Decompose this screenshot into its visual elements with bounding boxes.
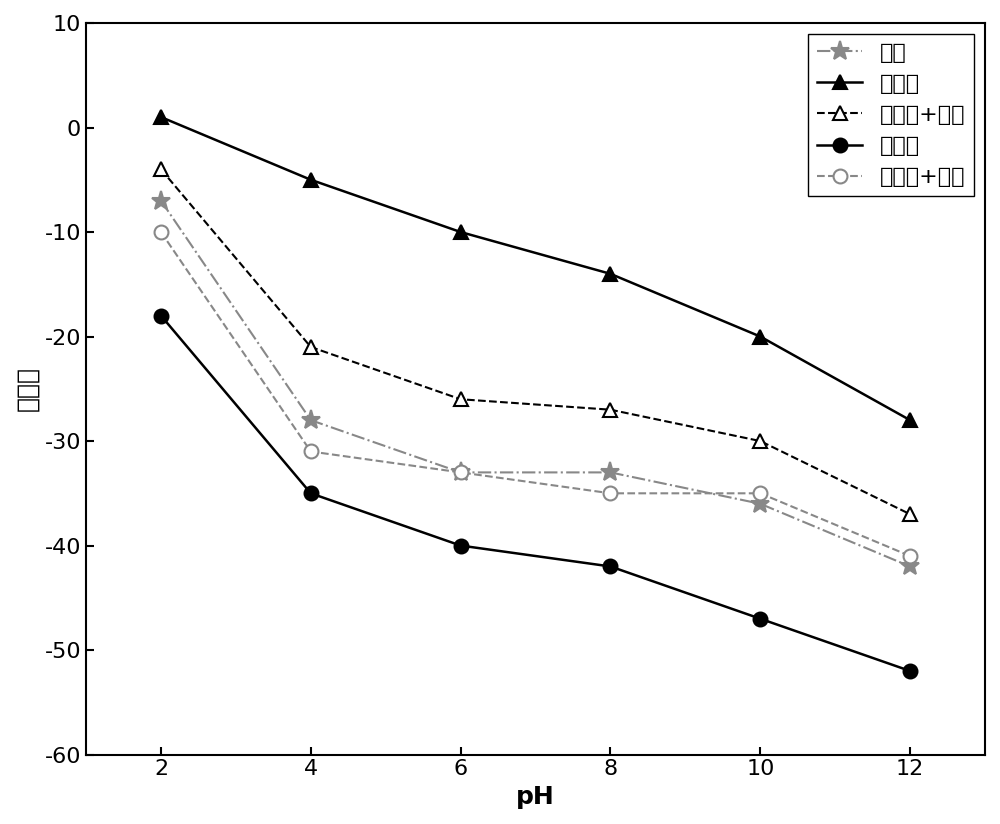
Y-axis label: 动电位: 动电位: [15, 367, 39, 411]
果胶: [455, 467, 467, 477]
闪锌矿+果胶: [904, 551, 916, 561]
方铅矿: [305, 175, 317, 185]
果胶: [305, 415, 317, 425]
果胶: [904, 561, 916, 571]
闪锌矿: [455, 541, 467, 550]
闪锌矿: [904, 666, 916, 676]
Line: 果胶: 果胶: [151, 191, 920, 576]
Line: 闪锌矿: 闪锌矿: [154, 309, 917, 678]
方铅矿: [155, 112, 167, 122]
闪锌矿+果胶: [604, 489, 616, 499]
X-axis label: pH: pH: [516, 785, 555, 809]
果胶: [604, 467, 616, 477]
闪锌矿: [155, 311, 167, 321]
方铅矿: [904, 415, 916, 425]
方铅矿+果胶: [754, 436, 766, 446]
闪锌矿: [754, 614, 766, 624]
方铅矿: [754, 331, 766, 341]
果胶: [155, 196, 167, 206]
闪锌矿+果胶: [455, 467, 467, 477]
闪锌矿: [305, 489, 317, 499]
方铅矿: [455, 227, 467, 237]
闪锌矿: [604, 561, 616, 571]
Line: 方铅矿+果胶: 方铅矿+果胶: [154, 162, 917, 521]
方铅矿+果胶: [155, 164, 167, 174]
Legend: 果胶, 方铅矿, 方铅矿+果胶, 闪锌矿, 闪锌矿+果胶: 果胶, 方铅矿, 方铅矿+果胶, 闪锌矿, 闪锌矿+果胶: [808, 34, 974, 196]
闪锌矿+果胶: [155, 227, 167, 237]
闪锌矿+果胶: [754, 489, 766, 499]
果胶: [754, 499, 766, 508]
方铅矿+果胶: [305, 342, 317, 352]
Line: 方铅矿: 方铅矿: [154, 110, 917, 427]
闪锌矿+果胶: [305, 447, 317, 456]
方铅矿+果胶: [455, 395, 467, 405]
方铅矿+果胶: [904, 509, 916, 519]
Line: 闪锌矿+果胶: 闪锌矿+果胶: [154, 225, 917, 563]
方铅矿+果胶: [604, 405, 616, 414]
方铅矿: [604, 269, 616, 279]
